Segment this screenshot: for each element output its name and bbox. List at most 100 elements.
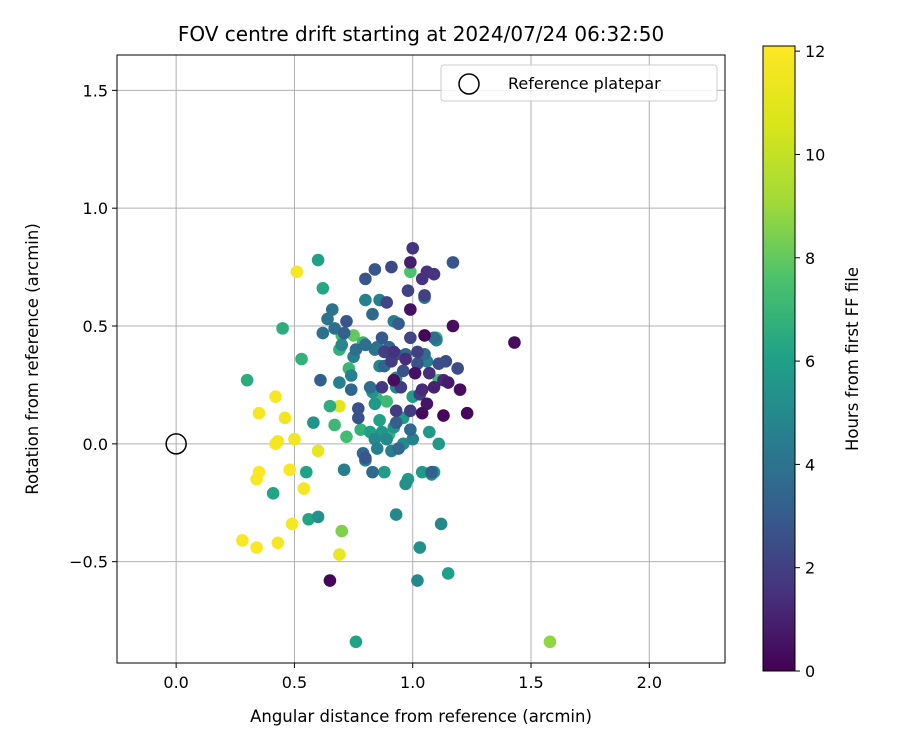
data-point <box>389 508 403 521</box>
data-point <box>349 343 363 356</box>
plot-frame <box>116 54 726 664</box>
y-axis-label: Rotation from reference (arcmin) <box>23 223 42 495</box>
data-point <box>278 411 292 425</box>
y-tick-label: 1.5 <box>83 81 108 100</box>
x-tick-label: 2.0 <box>637 673 662 692</box>
data-point <box>288 432 301 446</box>
data-point <box>347 329 360 342</box>
data-point <box>392 317 405 330</box>
data-point <box>441 567 455 580</box>
data-point <box>396 364 410 378</box>
data-point <box>321 312 334 326</box>
data-point <box>314 373 327 387</box>
data-point <box>389 416 403 429</box>
legend-box <box>440 64 718 102</box>
data-point <box>418 329 431 342</box>
data-point <box>325 303 339 316</box>
data-point <box>307 416 320 429</box>
data-point <box>323 574 337 587</box>
reference-marker-group <box>165 433 187 455</box>
colorbar-tick-label: 12 <box>805 42 825 61</box>
data-point <box>359 451 372 465</box>
legend-marker-icon <box>458 73 480 95</box>
data-point <box>415 406 429 420</box>
data-point <box>337 463 351 477</box>
data-point <box>323 399 337 413</box>
data-point <box>375 331 389 345</box>
data-point <box>385 260 398 274</box>
data-point <box>453 383 467 396</box>
data-point <box>373 413 386 427</box>
data-point <box>276 322 289 335</box>
data-point <box>375 380 389 394</box>
colorbar-tick-label: 2 <box>805 559 815 578</box>
data-point <box>368 263 382 276</box>
data-point <box>378 465 391 479</box>
data-point <box>399 477 412 491</box>
data-point <box>387 345 401 359</box>
data-point <box>437 409 450 422</box>
data-point <box>422 425 436 439</box>
data-point <box>236 534 249 547</box>
data-point <box>359 338 372 352</box>
data-point <box>413 541 427 554</box>
data-point <box>418 289 431 302</box>
data-point <box>335 338 349 352</box>
x-tick-label: 0.5 <box>282 673 307 692</box>
colorbar: 0 2 4 6 8 10 12 Hours from first FF file <box>762 42 862 681</box>
data-point <box>285 517 299 531</box>
data-point <box>415 383 429 396</box>
x-axis-label: Angular distance from reference (arcmin) <box>250 707 592 726</box>
data-point <box>333 548 346 561</box>
y-tick-label: −0.5 <box>69 553 108 572</box>
data-point <box>427 380 441 394</box>
data-point <box>266 487 280 500</box>
data-point <box>404 331 417 345</box>
data-point <box>378 345 391 359</box>
data-point <box>271 536 285 550</box>
data-point <box>399 352 412 366</box>
data-point <box>432 437 446 451</box>
x-axis: 0.0 0.5 1.0 1.5 2.0 <box>163 663 662 692</box>
data-point <box>446 319 460 333</box>
data-point <box>441 376 455 389</box>
data-point <box>411 357 424 371</box>
y-axis: −0.5 0.0 0.5 1.0 1.5 <box>69 81 117 572</box>
data-point <box>340 314 353 328</box>
data-point <box>297 482 311 495</box>
data-point <box>420 397 434 411</box>
colorbar-tick-label: 0 <box>805 662 815 681</box>
data-point <box>508 336 521 349</box>
data-point <box>415 465 429 479</box>
data-point <box>299 465 313 479</box>
data-point <box>359 293 372 307</box>
data-point <box>543 635 557 649</box>
data-point <box>434 517 448 531</box>
data-point <box>439 355 453 368</box>
data-point <box>328 322 341 335</box>
colorbar-tick-label: 10 <box>805 145 825 164</box>
data-point <box>401 284 415 297</box>
data-point <box>250 541 263 554</box>
colorbar-tick-label: 4 <box>805 455 815 474</box>
data-point <box>451 362 464 375</box>
data-point <box>352 411 365 425</box>
data-point <box>269 390 282 404</box>
data-point <box>366 307 379 321</box>
data-point <box>446 256 460 269</box>
data-point <box>302 512 315 526</box>
data-point <box>460 406 474 420</box>
data-point <box>425 465 438 479</box>
data-point <box>363 380 377 394</box>
data-point <box>385 355 398 368</box>
data-point <box>359 272 372 286</box>
data-point <box>404 256 417 269</box>
reference-platepar-marker <box>165 433 187 455</box>
data-point <box>290 265 304 279</box>
data-point <box>311 253 325 267</box>
data-point <box>408 366 422 380</box>
data-point <box>252 406 266 420</box>
data-point <box>368 343 382 356</box>
data-point <box>404 423 417 436</box>
